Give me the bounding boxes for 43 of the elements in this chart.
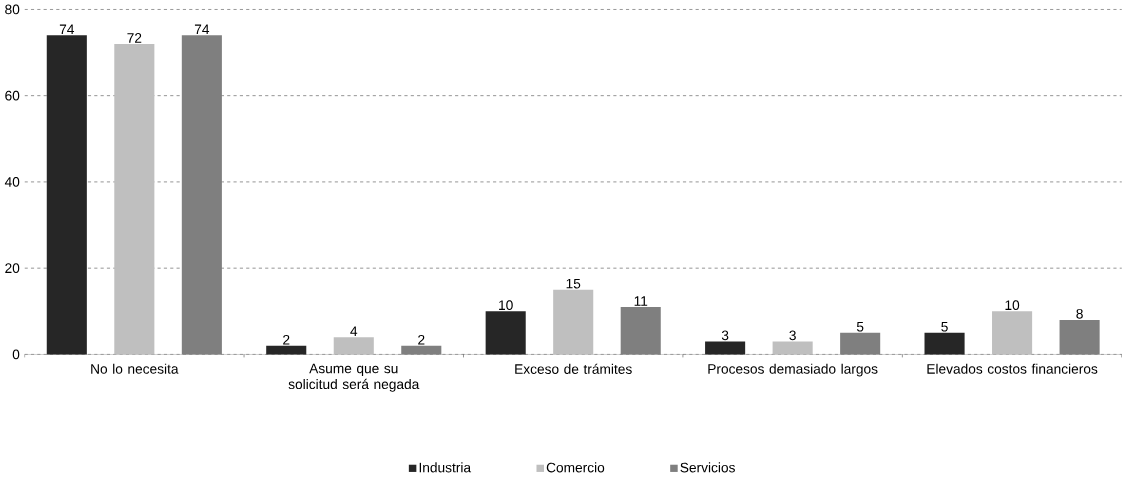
data-label: 11 bbox=[634, 296, 648, 306]
x-tick-label: Exceso de trámites bbox=[515, 363, 632, 375]
data-label: 74 bbox=[194, 24, 210, 35]
bar bbox=[1059, 320, 1100, 355]
data-label: 8 bbox=[1076, 309, 1083, 319]
data-label: 2 bbox=[418, 335, 425, 345]
legend-label: Servicios bbox=[680, 462, 735, 473]
bar bbox=[924, 333, 965, 355]
bar bbox=[114, 44, 155, 355]
bar bbox=[553, 289, 594, 355]
bar bbox=[333, 337, 374, 355]
data-label: 3 bbox=[789, 330, 796, 341]
y-tick-label: 40 bbox=[4, 177, 20, 187]
x-tick-label: Elevados costos financieros bbox=[927, 363, 1098, 374]
y-tick-label: 20 bbox=[5, 263, 20, 274]
legend-label: Industria bbox=[419, 462, 472, 473]
bar bbox=[46, 35, 87, 355]
legend-label: Comercio bbox=[546, 462, 605, 473]
bar bbox=[266, 346, 307, 355]
bar bbox=[485, 311, 526, 355]
y-tick-label: 0 bbox=[12, 349, 20, 360]
data-label: 4 bbox=[350, 326, 358, 337]
data-label: 5 bbox=[941, 322, 948, 332]
data-label: 2 bbox=[283, 335, 290, 345]
data-label: 5 bbox=[856, 322, 864, 332]
bar bbox=[705, 341, 746, 355]
bar bbox=[401, 346, 442, 355]
bar bbox=[840, 333, 881, 355]
x-tick-label: Asume que su solicitud será negada bbox=[288, 363, 420, 393]
data-label: 74 bbox=[59, 24, 75, 35]
x-tick-label: Procesos demasiado largos bbox=[708, 363, 878, 377]
bar bbox=[181, 35, 222, 355]
data-label: 15 bbox=[566, 279, 581, 289]
data-label: 72 bbox=[127, 33, 142, 43]
y-tick-label: 80 bbox=[5, 4, 20, 15]
bar bbox=[772, 341, 813, 355]
data-label: 10 bbox=[499, 300, 513, 311]
x-tick-label: No lo necesita bbox=[91, 363, 179, 374]
data-label: 10 bbox=[1005, 300, 1020, 311]
bar bbox=[620, 307, 661, 355]
y-tick-label: 60 bbox=[5, 91, 20, 101]
data-label: 3 bbox=[721, 330, 729, 341]
bar bbox=[992, 311, 1033, 355]
